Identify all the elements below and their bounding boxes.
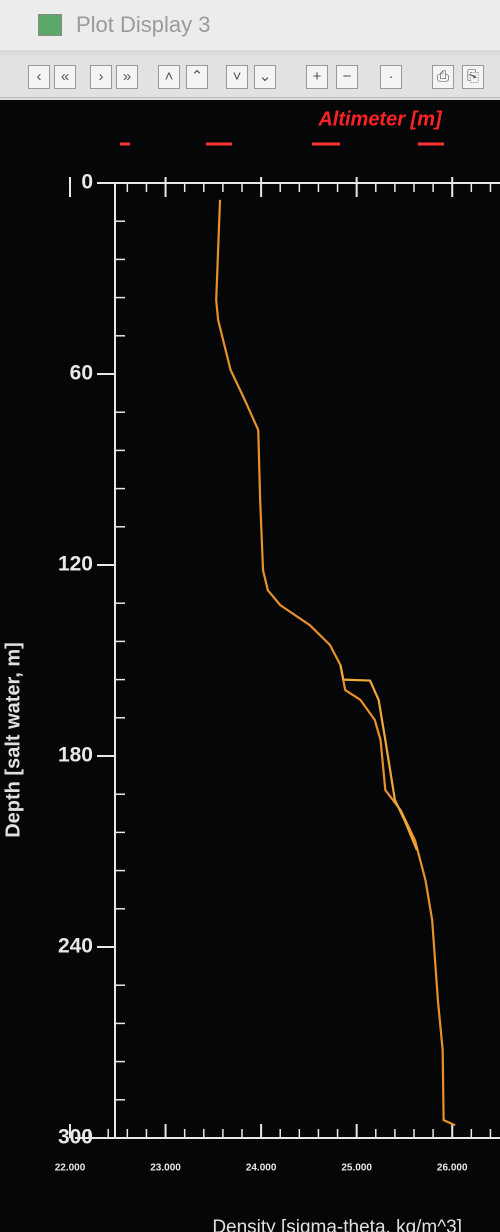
button[interactable]: · xyxy=(380,65,402,89)
button[interactable]: − xyxy=(336,65,358,89)
y-tick-label: 300 xyxy=(58,1126,93,1149)
plot-panel: Altimeter [m] Density [sigma-theta, kg/m… xyxy=(0,100,500,1232)
x-tick-label: 26.000 xyxy=(437,1163,468,1174)
title-bar: Plot Display 3 xyxy=(0,0,500,50)
plot-background xyxy=(0,100,500,1232)
button[interactable]: ⎙ xyxy=(432,65,454,89)
window-title: Plot Display 3 xyxy=(76,12,211,37)
x-tick-label: 25.000 xyxy=(341,1163,372,1174)
button[interactable]: » xyxy=(116,65,138,89)
y-tick-label: 180 xyxy=(58,744,93,767)
y-tick-label: 120 xyxy=(58,553,93,576)
button[interactable]: ‹ xyxy=(28,65,50,89)
profile-line xyxy=(339,664,418,851)
y-tick-label: 240 xyxy=(58,935,93,958)
window-icon xyxy=(38,14,62,36)
button[interactable]: ˄ xyxy=(158,65,180,89)
y-tick-label: 0 xyxy=(81,171,93,194)
button[interactable]: ⎘ xyxy=(462,65,484,89)
button[interactable]: + xyxy=(306,65,328,89)
top-axis-label: Altimeter [m] xyxy=(317,108,443,130)
button[interactable]: ⌄ xyxy=(254,65,276,89)
button[interactable]: ⌃ xyxy=(186,65,208,89)
x-tick-label: 24.000 xyxy=(246,1163,277,1174)
y-tick-label: 60 xyxy=(70,362,93,385)
x-tick-label: 23.000 xyxy=(150,1163,181,1174)
profile-line xyxy=(215,199,456,1127)
x-tick-label: 22.000 xyxy=(55,1163,86,1174)
button[interactable]: ˅ xyxy=(226,65,248,89)
toolbar: ‹ « › » ˄ ⌃ ˅ ⌄ + − · ⎙ ⎘ xyxy=(0,55,500,98)
button[interactable]: › xyxy=(90,65,112,89)
y-axis-label: Depth [salt water, m] xyxy=(2,642,24,838)
button[interactable]: « xyxy=(54,65,76,89)
x-axis-label: Density [sigma-theta, kg/m^3] xyxy=(212,1217,462,1232)
